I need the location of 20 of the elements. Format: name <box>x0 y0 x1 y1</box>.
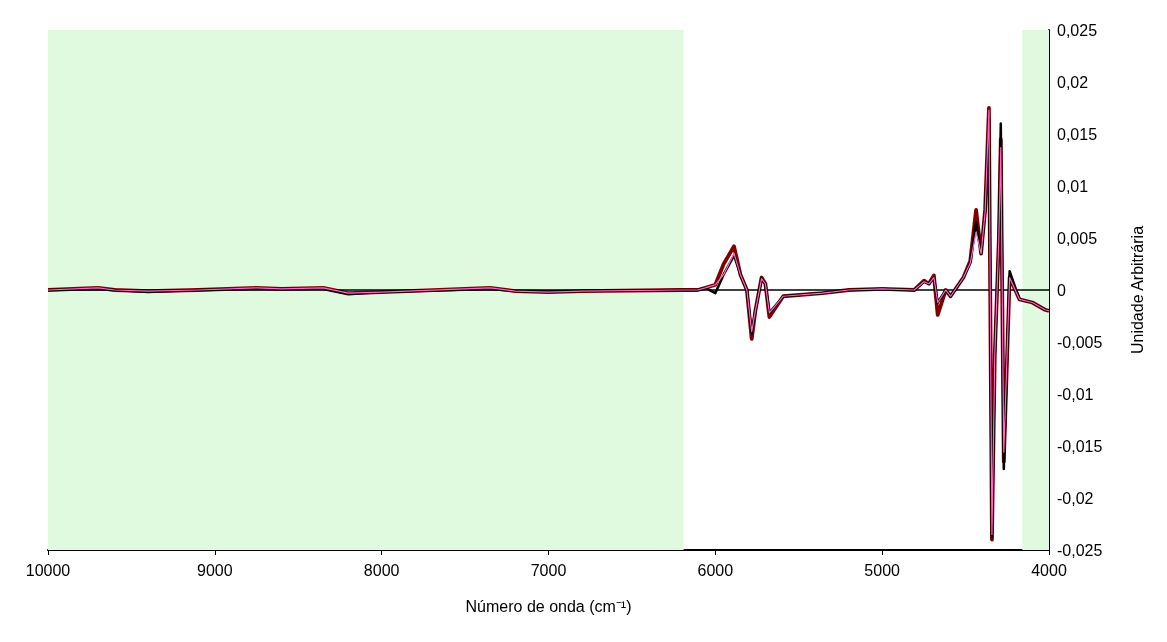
y-tick-label: 0,02 <box>1057 73 1089 91</box>
y-tick-label: -0,02 <box>1057 489 1094 507</box>
x-axis-title: Número de onda (cm⁻¹) <box>465 597 632 615</box>
x-tick-label: 8000 <box>363 561 400 579</box>
y-tick-label: -0,01 <box>1057 385 1094 403</box>
y-axis-title: Unidade Arbitrária <box>1128 225 1146 355</box>
y-tick-label: -0,025 <box>1057 541 1103 559</box>
x-tick-label: 7000 <box>530 561 567 579</box>
x-tick-label: 4000 <box>1031 561 1067 579</box>
x-tick-label: 5000 <box>864 561 901 579</box>
y-tick-label: -0,005 <box>1057 333 1103 351</box>
y-tick-label: 0,025 <box>1057 21 1098 39</box>
y-tick-label: 0,015 <box>1057 125 1098 143</box>
y-tick-label: -0,015 <box>1057 437 1103 455</box>
y-tick-label: 0,005 <box>1057 229 1098 247</box>
x-tick-label: 6000 <box>697 561 734 579</box>
x-tick-label: 10000 <box>25 561 71 579</box>
y-tick-label: 0 <box>1057 281 1066 299</box>
y-tick-label: 0,01 <box>1057 177 1089 195</box>
x-tick-label: 9000 <box>197 561 233 579</box>
